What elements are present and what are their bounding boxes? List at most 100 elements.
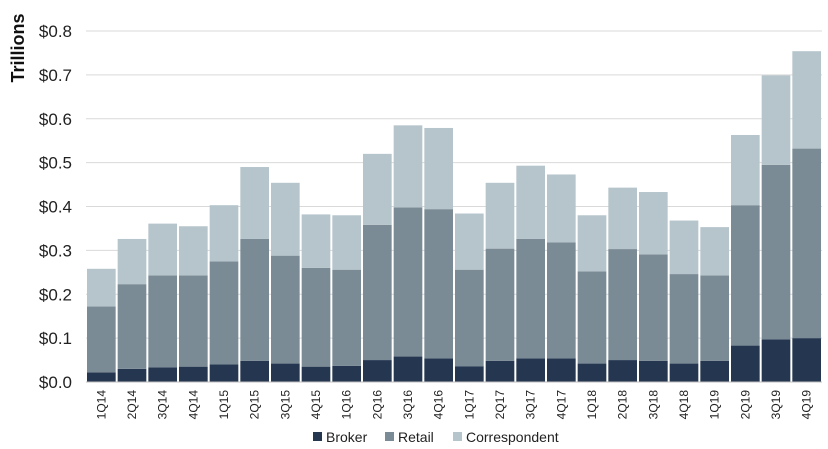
bar-broker: [761, 339, 791, 382]
bar-retail: [547, 242, 576, 359]
y-tick-label: $0.0: [39, 373, 72, 392]
bar-correspondent: [87, 268, 116, 307]
bar-correspondent: [179, 226, 208, 276]
bar-retail: [393, 207, 423, 357]
bar-broker: [117, 368, 147, 382]
y-tick-label: $0.5: [39, 154, 72, 173]
bar-correspondent: [393, 125, 423, 208]
bar-retail: [669, 274, 699, 364]
bar-retail: [761, 164, 791, 340]
bar-correspondent: [731, 134, 760, 206]
x-tick-label: 1Q18: [585, 390, 599, 420]
bar-correspondent: [669, 220, 699, 275]
legend-label-correspondent: Correspondent: [466, 429, 559, 445]
bar-correspondent: [148, 223, 177, 276]
bar-correspondent: [485, 182, 515, 249]
bar-correspondent: [117, 238, 147, 285]
bar-correspondent: [516, 165, 545, 239]
x-tick-label: 3Q14: [156, 390, 170, 420]
x-tick-label: 2Q16: [370, 390, 384, 420]
bar-broker: [332, 365, 361, 382]
bar-broker: [700, 360, 729, 382]
bar-correspondent: [332, 215, 361, 270]
legend-label-retail: Retail: [398, 429, 434, 445]
y-axis-title: Trillions: [8, 13, 28, 82]
bar-retail: [731, 205, 760, 346]
bar-correspondent: [455, 213, 484, 270]
bar-broker: [792, 338, 821, 382]
bar-broker: [240, 360, 269, 382]
bar-retail: [577, 271, 607, 364]
bar-broker: [516, 358, 545, 382]
x-tick-label: 1Q17: [462, 390, 476, 420]
bar-correspondent: [792, 51, 821, 149]
x-tick-label: 4Q16: [432, 390, 446, 420]
bar-retail: [271, 255, 300, 364]
legend-label-broker: Broker: [326, 429, 368, 445]
bar-retail: [301, 267, 331, 367]
y-tick-label: $0.1: [39, 329, 72, 348]
bar-correspondent: [363, 153, 392, 225]
legend-swatch-correspondent: [453, 432, 462, 441]
x-tick-label: 3Q16: [401, 390, 415, 420]
bar-retail: [240, 238, 269, 361]
x-tick-label: 1Q16: [340, 390, 354, 420]
bar-correspondent: [271, 182, 300, 256]
bar-retail: [117, 284, 147, 369]
x-tick-label: 3Q17: [524, 390, 538, 420]
bar-retail: [179, 275, 208, 367]
x-tick-label: 4Q19: [800, 390, 814, 420]
bars: [87, 51, 821, 382]
bar-retail: [455, 269, 484, 367]
bar-retail: [148, 275, 177, 368]
bar-broker: [485, 360, 515, 382]
axes: $0.0 $0.1 $0.2 $0.3 $0.4 $0.5 $0.6 $0.7 $0.8 1Q14…: [39, 22, 822, 419]
x-tick-label: 2Q17: [493, 390, 507, 420]
bar-retail: [700, 275, 729, 361]
bar-retail: [209, 261, 239, 365]
bar-retail: [332, 269, 361, 366]
bar-broker: [148, 367, 177, 382]
x-tick-label: 4Q15: [309, 390, 323, 420]
bar-retail: [792, 148, 821, 339]
y-tick-label: $0.2: [39, 285, 72, 304]
x-tick-label: 2Q14: [125, 390, 139, 420]
legend-swatch-broker: [313, 432, 322, 441]
x-tick-label: 4Q18: [677, 390, 691, 420]
bar-retail: [87, 306, 116, 373]
bar-broker: [393, 356, 423, 382]
bar-retail: [363, 224, 392, 361]
x-tick-label: 3Q18: [646, 390, 660, 420]
bar-correspondent: [700, 227, 729, 276]
bar-broker: [669, 363, 699, 382]
y-tick-label: $0.7: [39, 66, 72, 85]
bar-broker: [608, 360, 637, 382]
legend-swatch-retail: [385, 432, 394, 441]
bar-correspondent: [547, 174, 576, 243]
bar-broker: [301, 366, 331, 382]
bar-correspondent: [608, 187, 637, 250]
bar-broker: [424, 358, 453, 382]
legend: Broker Retail Correspondent: [313, 429, 559, 445]
x-tick-label: 2Q15: [248, 390, 262, 420]
x-tick-label: 3Q15: [278, 390, 292, 420]
bar-correspondent: [761, 75, 791, 165]
bar-broker: [577, 363, 607, 382]
bar-broker: [209, 364, 239, 382]
bar-correspondent: [577, 215, 607, 272]
x-tick-label: 3Q19: [769, 390, 783, 420]
y-tick-label: $0.4: [39, 198, 72, 217]
x-tick-label: 1Q19: [708, 390, 722, 420]
bar-retail: [516, 238, 545, 359]
gridlines: [86, 30, 822, 339]
bar-broker: [87, 372, 116, 382]
x-tick-label: 1Q15: [217, 390, 231, 420]
y-tick-label: $0.8: [39, 22, 72, 41]
bar-broker: [547, 358, 576, 382]
bar-broker: [271, 363, 300, 382]
bar-correspondent: [424, 127, 453, 210]
bar-correspondent: [240, 167, 269, 239]
x-tick-label: 4Q17: [554, 390, 568, 420]
x-tick-label: 2Q18: [616, 390, 630, 420]
bar-retail: [639, 254, 668, 361]
